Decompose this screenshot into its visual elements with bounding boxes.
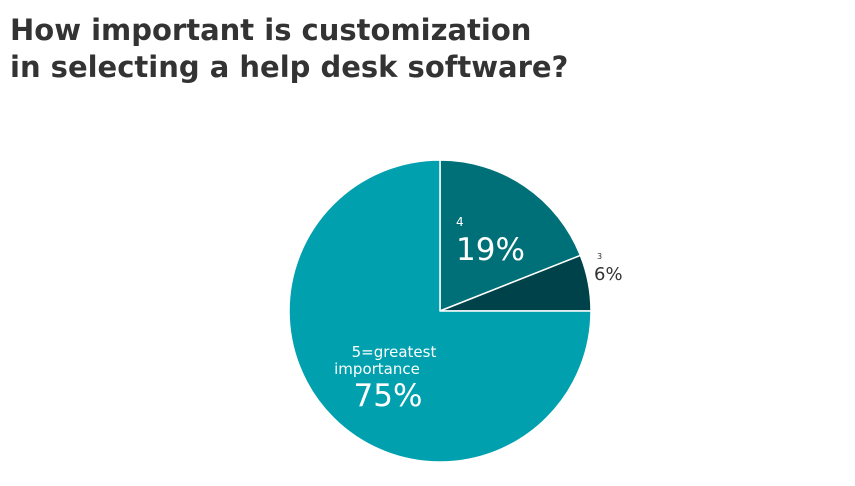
- chart-title: How important is customization in select…: [10, 12, 770, 86]
- chart-title-line-1: How important is customization: [10, 13, 532, 47]
- slice-5-category-label-line-1: 5=greatest: [352, 343, 437, 361]
- slice-5: [288, 159, 592, 463]
- slice-5-category-label-line-2: importance: [334, 360, 420, 378]
- slice-4: [439, 159, 582, 312]
- chart-title-line-2: in selecting a help desk software?: [10, 50, 569, 84]
- slice-3-value-label: 6%: [594, 264, 623, 285]
- slice-4-category-label: 4: [456, 215, 464, 229]
- pie-slices: [288, 159, 592, 463]
- slice-5-value-label: 75%: [354, 378, 423, 414]
- slice-3-category-label: 3: [597, 252, 602, 261]
- slice-4-value-label: 19%: [456, 232, 525, 268]
